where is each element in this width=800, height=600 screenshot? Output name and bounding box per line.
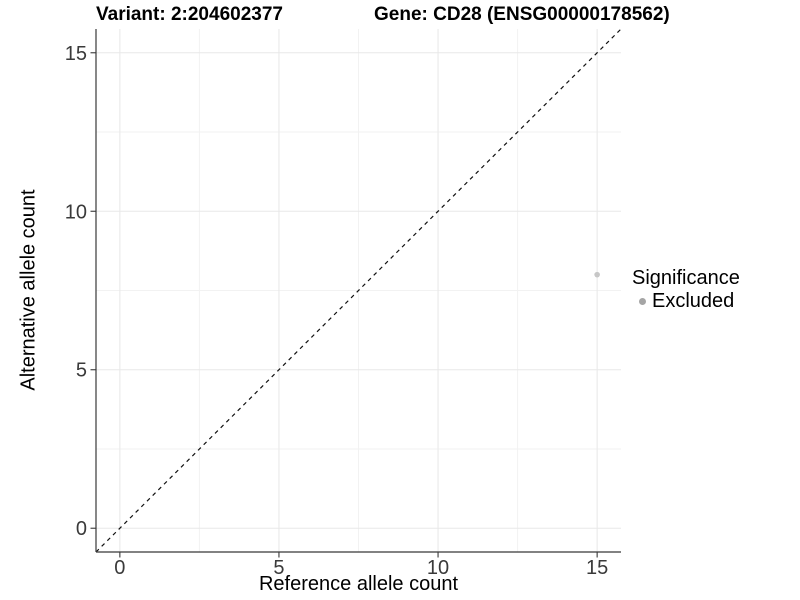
legend-title: Significance (632, 267, 740, 289)
y-tick-label: 10 (65, 201, 87, 223)
y-tick-label: 0 (76, 518, 87, 540)
legend-item-label: Excluded (652, 290, 735, 312)
legend-point-icon (638, 297, 646, 305)
y-tick-label: 5 (76, 360, 87, 382)
y-axis-title: Alternative allele count (17, 189, 40, 391)
legend-key (636, 295, 648, 307)
y-tick-label: 15 (65, 43, 87, 65)
legend: Significance Excluded (630, 267, 740, 312)
plot-title-gene: Gene: CD28 (ENSG00000178562) (374, 4, 670, 25)
x-axis-title: Reference allele count (258, 573, 458, 595)
legend-item-excluded: Excluded (630, 290, 740, 312)
plot-title-variant: Variant: 2:204602377 (96, 4, 283, 25)
data-point-excluded (594, 271, 600, 278)
x-tick-label: 5 (273, 557, 284, 579)
x-tick-label: 15 (586, 557, 608, 579)
x-tick-label: 10 (427, 557, 449, 579)
x-tick-label: 0 (114, 557, 125, 579)
identity-reference-line (95, 28, 622, 553)
